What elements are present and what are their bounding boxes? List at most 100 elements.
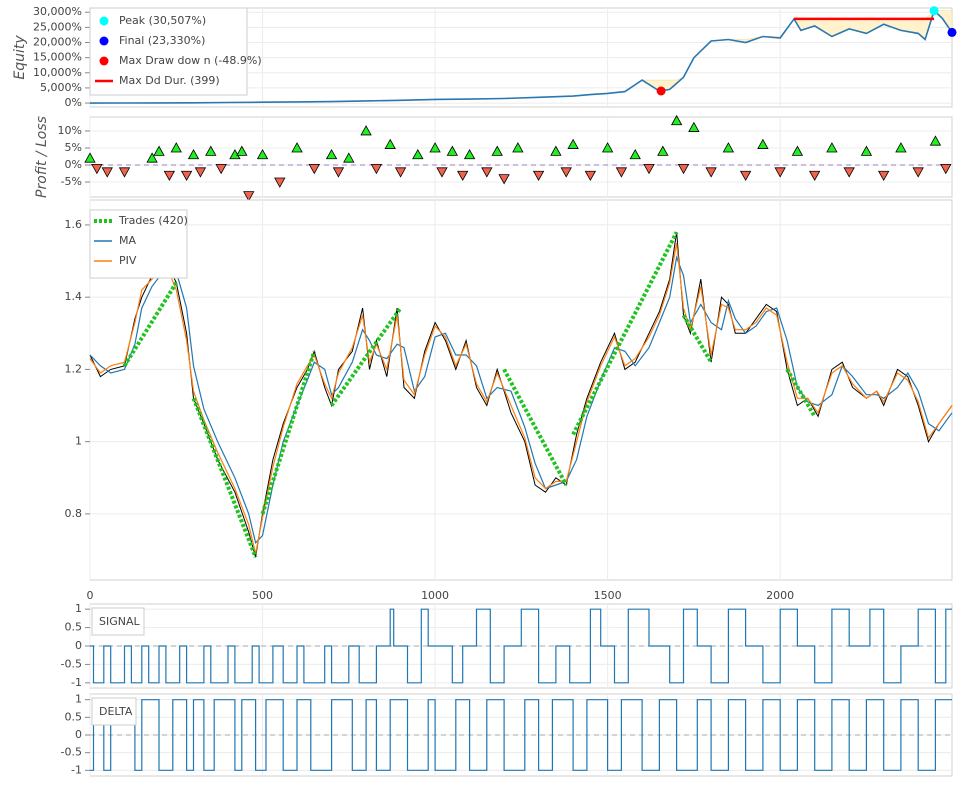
trade-marker xyxy=(601,142,614,153)
trade-marker xyxy=(912,167,924,178)
panel-label: SIGNAL xyxy=(99,615,141,628)
price-line xyxy=(89,232,953,558)
y-tick-label: 0.5 xyxy=(65,621,83,634)
trade-marker xyxy=(343,152,355,163)
y-tick-label: -5% xyxy=(61,175,82,188)
plot-frame xyxy=(89,116,953,198)
trade-marker xyxy=(615,167,628,178)
y-tick-label: 0% xyxy=(65,96,82,109)
legend-box xyxy=(91,607,145,636)
trade-marker xyxy=(560,167,572,178)
trade-marker xyxy=(808,170,821,182)
equity-marker xyxy=(947,27,957,37)
trade-line xyxy=(785,368,817,418)
y-tick-label: -0.5 xyxy=(61,657,82,670)
trade-marker xyxy=(370,164,383,175)
equity-marker xyxy=(929,6,939,16)
equity-marker xyxy=(656,86,666,96)
x-tick-label: 2000 xyxy=(766,589,794,602)
trade-marker xyxy=(677,164,690,175)
step-line xyxy=(90,699,952,771)
step-line xyxy=(90,608,952,684)
y-tick-label: 1.4 xyxy=(65,290,83,303)
trade-marker xyxy=(194,167,207,178)
trade-marker xyxy=(436,167,448,178)
trade-marker xyxy=(757,138,769,149)
trade-marker xyxy=(163,170,176,182)
trade-marker xyxy=(929,135,942,146)
y-tick-label: -1 xyxy=(71,763,82,776)
trade-line xyxy=(502,368,568,486)
legend-label: Peak (30,507%) xyxy=(119,14,206,27)
y-tick-label: 0% xyxy=(65,158,82,171)
trade-marker xyxy=(429,142,441,153)
legend-box xyxy=(91,697,137,726)
trade-marker xyxy=(153,145,165,156)
trade-marker xyxy=(170,142,182,153)
y-tick-label: 5% xyxy=(65,141,82,154)
y-tick-label: 10,000% xyxy=(33,66,82,79)
trade-marker xyxy=(481,167,493,178)
trade-marker xyxy=(243,191,255,202)
trade-marker xyxy=(722,142,735,153)
legend-label: Max Dd Dur. (399) xyxy=(119,74,220,87)
y-tick-label: 0 xyxy=(75,639,82,652)
trade-marker xyxy=(739,170,752,182)
legend-label: MA xyxy=(119,234,136,247)
y-tick-label: 30,000% xyxy=(33,5,82,18)
indicator-line xyxy=(89,255,953,545)
y-axis-label: Profit / Loss xyxy=(34,116,50,198)
legend-label: Max Draw dow n (-48.9%) xyxy=(119,54,262,67)
trade-marker xyxy=(860,145,873,156)
trade-marker xyxy=(895,142,907,153)
trade-marker xyxy=(877,170,890,182)
trade-marker xyxy=(187,148,200,160)
trade-marker xyxy=(84,152,96,163)
trade-marker xyxy=(463,148,476,160)
y-tick-label: 25,000% xyxy=(33,20,82,33)
trade-marker xyxy=(940,164,952,175)
y-tick-label: 1.2 xyxy=(65,362,83,375)
trade-marker xyxy=(567,138,579,149)
trade-marker xyxy=(843,167,855,178)
x-tick-label: 1500 xyxy=(594,589,622,602)
y-tick-label: 1.6 xyxy=(65,218,83,231)
trade-marker xyxy=(491,145,503,156)
x-tick-label: 500 xyxy=(252,589,273,602)
trade-line xyxy=(571,231,679,436)
trade-marker xyxy=(291,142,303,153)
y-axis-label: Equity xyxy=(12,35,28,80)
trade-marker xyxy=(308,164,320,175)
trade-marker xyxy=(512,142,524,153)
trade-marker xyxy=(274,177,286,188)
y-tick-label: 5,000% xyxy=(40,81,82,94)
trade-line xyxy=(260,350,317,515)
trade-marker xyxy=(643,164,655,175)
trade-marker xyxy=(657,145,669,156)
equity-line xyxy=(89,9,953,104)
trade-marker xyxy=(550,145,562,156)
y-tick-label: 0 xyxy=(75,728,82,741)
trade-marker xyxy=(412,148,424,160)
trade-marker xyxy=(688,121,700,132)
plot-frame xyxy=(89,199,953,581)
y-tick-label: 0.8 xyxy=(65,507,83,520)
trade-marker xyxy=(670,114,683,126)
indicator-line xyxy=(89,242,953,554)
trade-line xyxy=(122,281,178,367)
trade-marker xyxy=(91,164,103,175)
y-tick-label: 15,000% xyxy=(33,51,82,64)
trade-marker xyxy=(394,167,407,178)
trade-marker xyxy=(584,170,597,182)
trade-marker xyxy=(498,174,510,185)
trade-marker xyxy=(826,142,838,153)
trade-marker xyxy=(325,148,338,160)
x-tick-label: 1000 xyxy=(421,589,449,602)
trade-line xyxy=(681,314,713,364)
trade-marker xyxy=(532,170,545,182)
legend-marker xyxy=(99,16,109,26)
legend-marker xyxy=(99,36,109,46)
trade-marker xyxy=(118,167,131,178)
